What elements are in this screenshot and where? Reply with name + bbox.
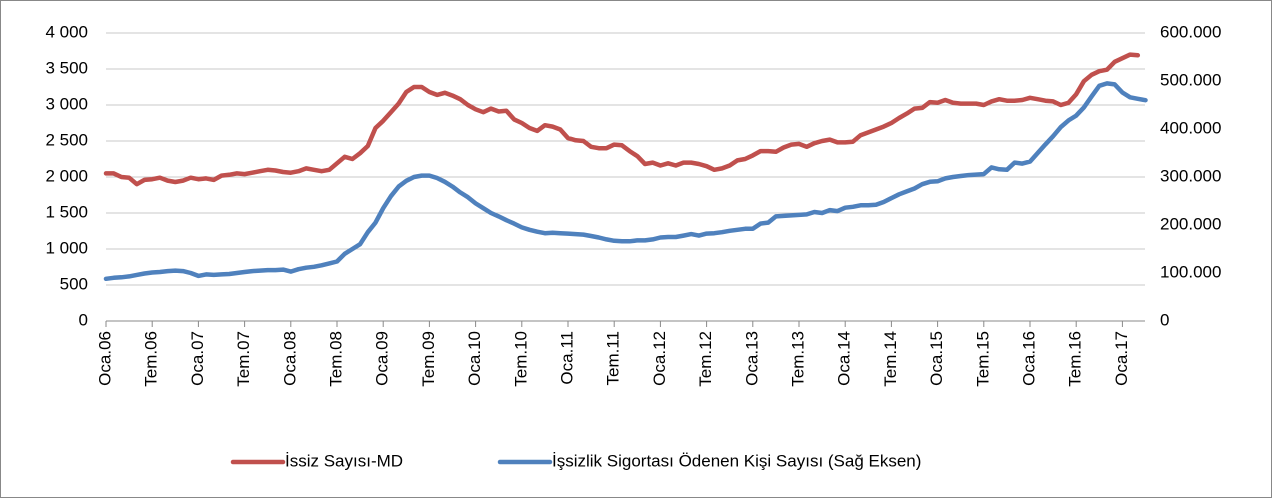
x-tick-label: Oca.09 (373, 331, 392, 386)
y2-tick-label: 100.000 (1160, 262, 1221, 281)
x-tick-label: Tem.07 (234, 331, 253, 387)
y-tick-label: 1 500 (45, 202, 88, 221)
y-tick-label: 2 500 (45, 130, 88, 149)
x-tick-label: Tem.12 (696, 331, 715, 387)
x-tick-label: Oca.06 (95, 331, 114, 386)
y-tick-label: 500 (60, 274, 88, 293)
x-tick-label: Oca.08 (280, 331, 299, 386)
x-tick-label: Oca.15 (927, 331, 946, 386)
x-tick-label: Tem.11 (604, 331, 623, 386)
y2-tick-label: 600.000 (1160, 22, 1221, 41)
y-tick-label: 3 000 (45, 94, 88, 113)
x-tick-label: Tem.10 (511, 331, 530, 387)
legend-label: İşsizlik Sigortası Ödenen Kişi Sayısı (S… (552, 451, 921, 470)
y-tick-label: 2 000 (45, 166, 88, 185)
legend-label: İssiz Sayısı-MD (285, 451, 403, 470)
series-line (103, 52, 1141, 187)
x-tick-label: Oca.11 (557, 331, 576, 385)
x-tick-label: Tem.08 (326, 331, 345, 387)
y-tick-label: 4 000 (45, 22, 88, 41)
y-tick-label: 0 (79, 310, 88, 329)
x-tick-label: Oca.13 (742, 331, 761, 386)
y2-tick-label: 300.000 (1160, 166, 1221, 185)
x-tick-label: Oca.14 (835, 331, 854, 386)
x-tick-label: Oca.16 (1019, 331, 1038, 386)
x-tick-label: Oca.12 (650, 331, 669, 386)
x-tick-label: Tem.06 (142, 331, 161, 387)
x-tick-label: Oca.10 (465, 331, 484, 386)
y2-tick-label: 200.000 (1160, 214, 1221, 233)
y2-tick-label: 400.000 (1160, 118, 1221, 137)
x-tick-label: Tem.14 (881, 331, 900, 387)
series-line (103, 81, 1148, 282)
y2-tick-label: 500.000 (1160, 70, 1221, 89)
x-tick-label: Tem.09 (419, 331, 438, 387)
x-tick-label: Tem.13 (788, 331, 807, 387)
y-tick-label: 1 000 (45, 238, 88, 257)
y2-tick-label: 0 (1160, 310, 1169, 329)
x-tick-label: Oca.07 (188, 331, 207, 386)
x-tick-label: Tem.15 (973, 331, 992, 387)
x-tick-label: Tem.16 (1066, 331, 1085, 387)
x-tick-label: Oca.17 (1112, 331, 1131, 386)
y-tick-label: 3 500 (45, 58, 88, 77)
